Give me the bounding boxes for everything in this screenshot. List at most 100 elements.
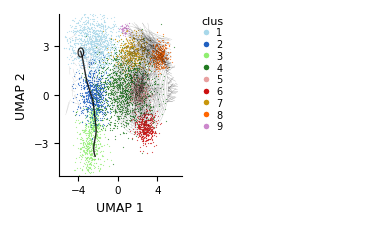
Point: [132, 114, 138, 118]
Point: [84, 85, 90, 88]
Point: [89, 51, 95, 55]
Point: [139, 100, 145, 103]
Point: [149, 129, 155, 133]
Point: [141, 57, 147, 61]
Point: [91, 77, 97, 81]
Point: [130, 71, 136, 74]
Point: [95, 34, 101, 38]
Point: [136, 90, 142, 93]
Point: [89, 143, 95, 147]
Point: [146, 61, 152, 65]
Point: [84, 16, 90, 20]
Point: [125, 86, 131, 90]
Point: [129, 55, 135, 59]
Point: [154, 58, 160, 62]
Point: [141, 133, 147, 137]
Point: [92, 40, 98, 44]
Point: [87, 123, 93, 127]
Point: [96, 137, 102, 141]
Point: [81, 64, 87, 68]
Point: [119, 46, 125, 50]
Point: [77, 54, 83, 58]
Point: [143, 90, 149, 94]
Point: [76, 173, 82, 177]
Point: [148, 112, 154, 116]
Point: [138, 112, 144, 115]
Point: [84, 27, 90, 31]
Point: [96, 78, 102, 81]
Point: [115, 122, 121, 125]
Point: [140, 125, 146, 129]
Point: [147, 118, 154, 122]
Point: [137, 84, 143, 87]
Point: [154, 58, 160, 62]
Point: [125, 53, 131, 56]
Point: [62, 36, 68, 40]
Point: [91, 103, 97, 106]
Point: [157, 59, 163, 63]
Point: [74, 57, 81, 60]
Point: [96, 51, 102, 55]
Point: [125, 83, 131, 86]
Point: [78, 57, 84, 61]
Point: [148, 79, 154, 83]
Point: [86, 171, 92, 174]
Point: [98, 59, 104, 63]
Point: [165, 57, 171, 60]
Point: [139, 139, 146, 143]
Point: [162, 43, 168, 47]
Point: [127, 56, 133, 60]
Point: [124, 49, 130, 52]
Point: [127, 75, 133, 79]
Point: [102, 105, 108, 108]
Point: [149, 130, 155, 134]
Point: [111, 87, 117, 91]
Point: [94, 33, 100, 37]
Point: [150, 126, 156, 130]
Point: [86, 128, 92, 132]
Point: [126, 119, 132, 123]
Point: [133, 89, 139, 92]
Point: [139, 72, 145, 75]
Point: [155, 75, 161, 79]
Point: [133, 71, 139, 75]
Point: [160, 50, 166, 53]
Point: [121, 92, 127, 96]
Point: [93, 38, 99, 42]
Point: [86, 150, 92, 153]
Point: [130, 76, 136, 79]
Point: [120, 100, 126, 104]
Point: [136, 131, 142, 135]
Point: [83, 97, 89, 101]
Point: [111, 123, 117, 127]
Point: [119, 60, 125, 64]
Point: [86, 61, 92, 65]
Point: [121, 102, 127, 106]
Point: [125, 52, 131, 55]
Point: [130, 101, 136, 105]
Point: [139, 123, 146, 126]
Point: [114, 80, 120, 84]
Point: [89, 156, 95, 160]
Point: [154, 31, 160, 35]
Point: [87, 69, 93, 73]
Point: [89, 39, 95, 42]
Point: [118, 25, 124, 29]
Point: [129, 46, 135, 50]
Point: [92, 49, 98, 52]
Point: [121, 126, 127, 129]
Point: [119, 112, 125, 116]
Point: [73, 29, 79, 33]
Point: [87, 61, 93, 64]
Point: [87, 117, 93, 121]
Point: [103, 93, 109, 96]
Point: [79, 97, 85, 101]
Point: [106, 86, 112, 89]
Point: [123, 76, 129, 80]
Point: [125, 69, 131, 73]
Point: [92, 140, 98, 144]
Point: [91, 130, 97, 133]
Point: [96, 59, 102, 63]
Point: [152, 62, 158, 65]
Point: [105, 75, 111, 79]
